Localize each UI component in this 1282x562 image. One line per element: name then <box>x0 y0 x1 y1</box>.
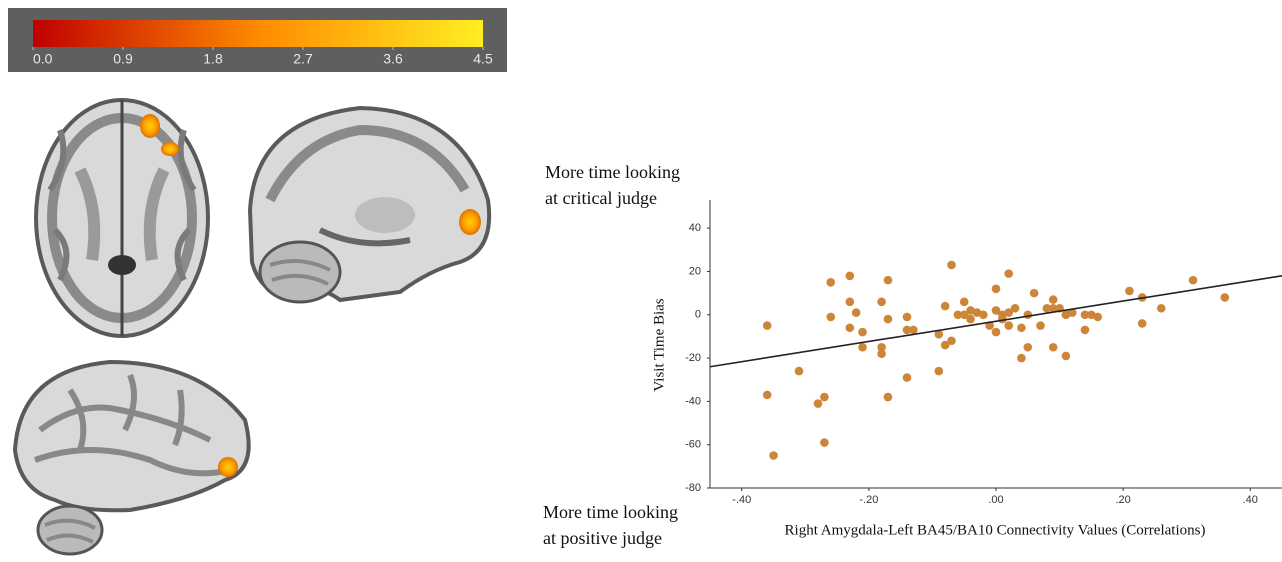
brain-lateral <box>15 362 249 554</box>
data-point <box>884 393 893 402</box>
data-point <box>1093 313 1102 322</box>
data-point <box>1023 310 1032 319</box>
data-point <box>935 367 944 376</box>
x-tick-label: .40 <box>1243 494 1258 506</box>
data-point <box>814 399 823 408</box>
y-tick-label: -40 <box>685 395 701 407</box>
annotation: More time looking <box>543 502 678 522</box>
data-point <box>1138 319 1147 328</box>
data-point <box>1189 276 1198 285</box>
colorbar-tick-label: 1.8 <box>203 51 223 67</box>
data-point <box>1030 289 1039 298</box>
colorbar-tick-label: 2.7 <box>293 51 313 67</box>
data-point <box>820 393 829 402</box>
data-point <box>1011 304 1020 313</box>
x-tick-label: -.20 <box>859 494 878 506</box>
data-point <box>826 278 835 287</box>
annotation: at critical judge <box>545 188 657 208</box>
data-point <box>1049 343 1058 352</box>
data-point <box>966 315 975 324</box>
data-point <box>1049 295 1058 304</box>
data-point <box>947 261 956 270</box>
data-point <box>846 271 855 280</box>
data-point <box>884 276 893 285</box>
data-point <box>903 313 912 322</box>
data-point <box>884 315 893 324</box>
y-tick-label: -80 <box>685 482 701 494</box>
data-point <box>1017 323 1026 332</box>
page: { "colorbar": { "lim": [0, 4.5], "colors… <box>0 0 1282 562</box>
data-point <box>763 391 772 400</box>
y-tick-label: 0 <box>695 309 701 321</box>
x-tick-label: .00 <box>988 494 1003 506</box>
data-point <box>992 284 1001 293</box>
colorbar-tick-label: 3.6 <box>383 51 403 67</box>
y-axis-title: Visit Time Bias <box>651 298 667 391</box>
data-point <box>846 323 855 332</box>
data-point <box>903 373 912 382</box>
data-point <box>763 321 772 330</box>
y-tick-label: 20 <box>689 265 701 277</box>
data-point <box>960 297 969 306</box>
brain-sagittal <box>250 108 489 302</box>
data-point <box>877 349 886 358</box>
figure: 0.0 0.9 1.8 2.7 3.6 4.5 Right Amygdala-Left B… <box>0 0 1282 562</box>
data-point <box>1081 326 1090 335</box>
scatter-plot: Right Amygdala-Left BA45/BA10 Connectivi… <box>543 162 1282 548</box>
x-axis-title: Right Amygdala-Left BA45/BA10 Connectivi… <box>785 522 1206 538</box>
colorbar-tick-label: 4.5 <box>473 51 493 67</box>
data-point <box>826 313 835 322</box>
y-tick-label: 40 <box>689 222 701 234</box>
data-point <box>1062 352 1071 361</box>
data-point <box>877 297 886 306</box>
data-point <box>909 326 918 335</box>
x-tick-label: -.40 <box>732 494 751 506</box>
y-tick-label: -20 <box>685 352 701 364</box>
data-point <box>769 451 778 460</box>
data-point <box>992 328 1001 337</box>
data-point <box>1125 287 1134 296</box>
colorbar-tick-label: 0.9 <box>113 51 133 67</box>
data-point <box>1017 354 1026 363</box>
data-point <box>795 367 804 376</box>
colorbar <box>33 20 483 47</box>
colorbar-tick-label: 0.0 <box>33 51 53 67</box>
y-tick-label: -60 <box>685 439 701 451</box>
annotation: at positive judge <box>543 528 662 548</box>
data-point <box>820 438 829 447</box>
data-point <box>941 302 950 311</box>
data-point <box>947 336 956 345</box>
data-point <box>1004 269 1013 278</box>
data-point <box>1157 304 1166 313</box>
data-point <box>858 343 867 352</box>
data-point <box>1036 321 1045 330</box>
x-tick-label: .20 <box>1115 494 1130 506</box>
brain-axial <box>36 100 208 336</box>
data-point <box>846 297 855 306</box>
data-point <box>852 308 861 317</box>
data-point <box>979 310 988 319</box>
data-point <box>858 328 867 337</box>
data-point <box>1023 343 1032 352</box>
data-point <box>1004 321 1013 330</box>
annotation: More time looking <box>545 162 680 182</box>
data-point <box>1221 293 1230 302</box>
